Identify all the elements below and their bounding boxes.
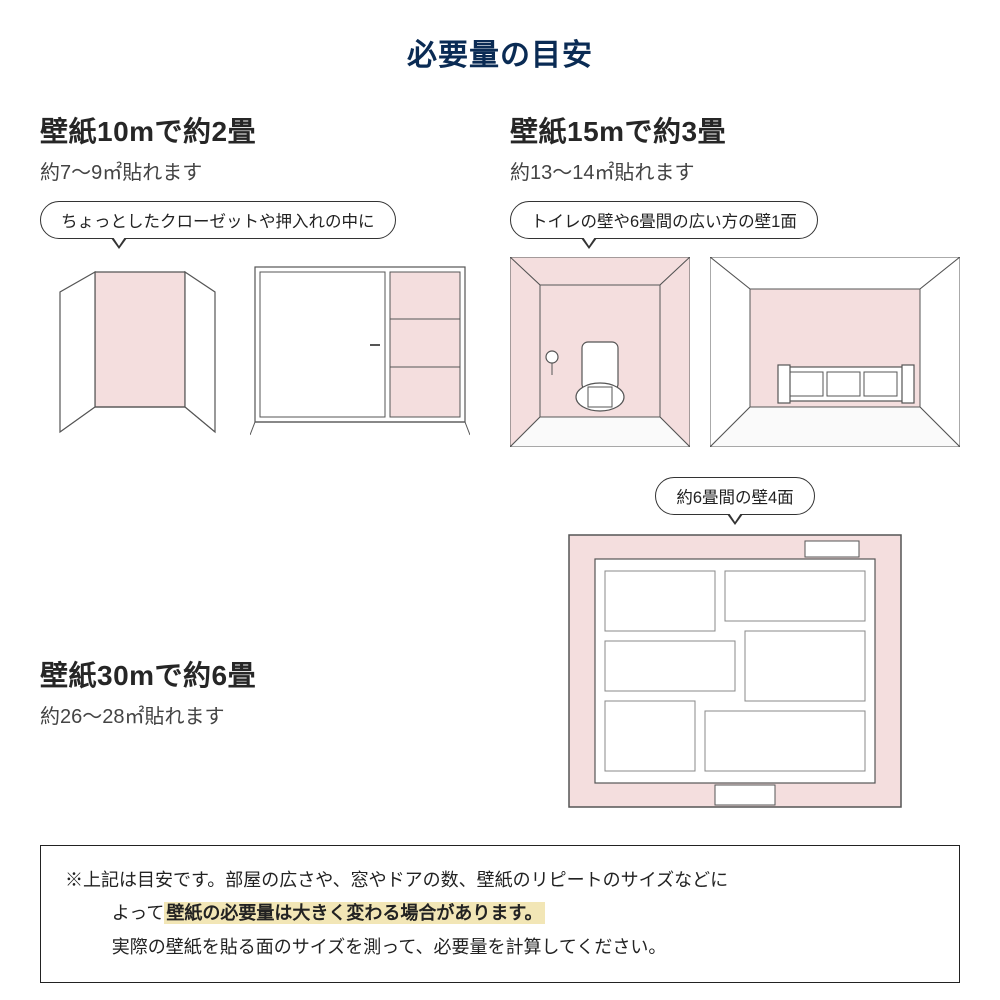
notice-highlight: 壁紙の必要量は大きく変わる場合があります。 — [164, 902, 544, 924]
toilet-room-icon — [510, 257, 690, 447]
heading-30m: 壁紙30mで約6畳 — [40, 654, 470, 694]
block-15m: 壁紙15mで約3畳 約13～14㎡貼れます トイレの壁や6畳間の広い方の壁1面 — [510, 110, 960, 447]
callout-10m: ちょっとしたクローゼットや押入れの中に — [40, 201, 396, 239]
sub-30m: 約26～28㎡貼れます — [40, 700, 470, 729]
sub-10m: 約7～9㎡貼れます — [40, 156, 470, 185]
block-6jo: 約6畳間の壁4面 — [510, 477, 960, 811]
callout-6jo: 約6畳間の壁4面 — [655, 477, 814, 515]
heading-10m: 壁紙10mで約2畳 — [40, 110, 470, 150]
page-title: 必要量の目安 — [40, 30, 960, 74]
block-10m: 壁紙10mで約2畳 約7～9㎡貼れます ちょっとしたクローゼットや押入れの中に — [40, 110, 470, 447]
sub-15m: 約13～14㎡貼れます — [510, 156, 960, 185]
notice-line2: よって壁紙の必要量は大きく変わる場合があります。 — [65, 897, 935, 930]
notice-line2-prefix: よって — [112, 903, 165, 923]
heading-15m: 壁紙15mで約3畳 — [510, 110, 960, 150]
callout-15m: トイレの壁や6畳間の広い方の壁1面 — [510, 201, 818, 239]
living-room-wall-icon — [710, 257, 960, 447]
notice-line3: 実際の壁紙を貼る面のサイズを測って、必要量を計算してください。 — [65, 931, 935, 964]
room-6jo-plan-icon — [565, 531, 905, 811]
notice-box: ※上記は目安です。部屋の広さや、窓やドアの数、壁紙のリピートのサイズなどに よっ… — [40, 845, 960, 983]
notice-line1: ※上記は目安です。部屋の広さや、窓やドアの数、壁紙のリピートのサイズなどに — [65, 864, 935, 897]
closet-sliding-icon — [250, 257, 470, 437]
content-grid: 壁紙10mで約2畳 約7～9㎡貼れます ちょっとしたクローゼットや押入れの中に — [40, 110, 960, 811]
closet-open-icon — [40, 257, 230, 437]
block-30m: 壁紙30mで約6畳 約26～28㎡貼れます — [40, 544, 470, 745]
